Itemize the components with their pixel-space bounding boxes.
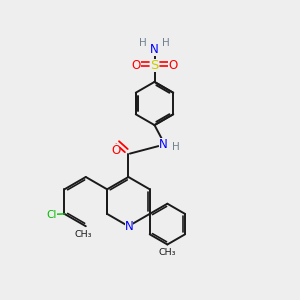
Text: CH₃: CH₃: [75, 230, 92, 239]
Text: S: S: [150, 59, 159, 72]
Text: H: H: [162, 38, 170, 48]
Text: H: H: [139, 38, 147, 48]
Text: N: N: [124, 220, 134, 233]
Text: O: O: [131, 59, 140, 72]
Text: CH₃: CH₃: [159, 248, 176, 257]
Text: N: N: [150, 43, 159, 56]
Text: N: N: [159, 138, 168, 151]
Text: Cl: Cl: [47, 209, 57, 220]
Text: O: O: [111, 143, 120, 157]
Text: H: H: [172, 142, 180, 152]
Text: O: O: [169, 59, 178, 72]
